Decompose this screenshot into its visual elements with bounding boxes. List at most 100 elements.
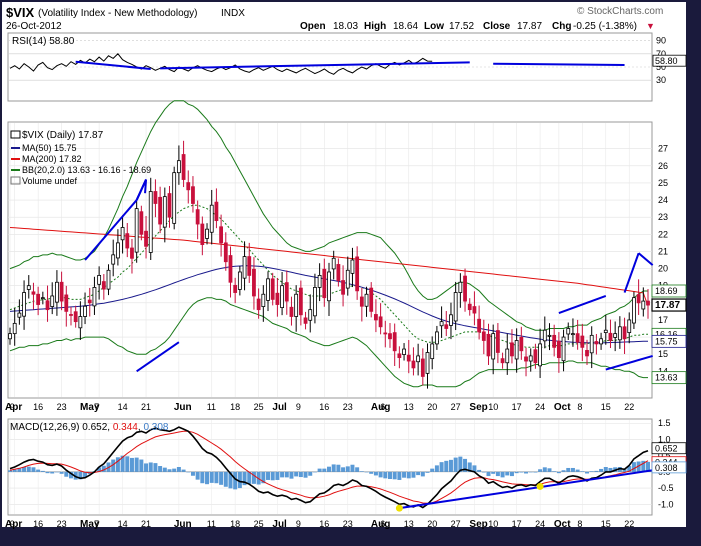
rsi-last-value-box xyxy=(652,54,687,67)
price-tick-label: 26 xyxy=(658,161,668,171)
macd-date-label: 8 xyxy=(577,519,582,529)
price-candle xyxy=(571,333,575,336)
price-date-label: 23 xyxy=(343,402,353,412)
macd-label-signal: 0.344 xyxy=(113,422,138,433)
macd-pivot-dot xyxy=(536,482,544,490)
rsi-tick-label: 70 xyxy=(656,49,666,59)
macd-date-label: 23 xyxy=(343,519,353,529)
macd-histogram-bar xyxy=(514,471,519,474)
macd-right-label: 0.652 xyxy=(655,444,678,454)
macd-histogram-bar xyxy=(533,471,538,473)
price-candle xyxy=(345,269,350,289)
macd-histogram-bar xyxy=(303,471,308,478)
macd-date-label: 17 xyxy=(512,519,522,529)
price-candle xyxy=(289,306,294,317)
rsi-tick-label: 50 xyxy=(656,62,666,72)
macd-histogram-bar xyxy=(233,471,238,490)
macd-histogram-bar xyxy=(26,466,31,472)
price-candle xyxy=(252,268,256,297)
macd-histogram-bar xyxy=(589,471,594,472)
price-candle xyxy=(524,356,528,362)
macd-date-label: Oct xyxy=(554,519,571,530)
macd-histogram-bar xyxy=(111,459,116,472)
high-value: 18.64 xyxy=(393,21,418,32)
macd-histogram-bar xyxy=(622,468,627,472)
macd-histogram-bar xyxy=(31,467,36,472)
price-candle xyxy=(425,352,430,374)
price-candle xyxy=(55,281,59,303)
price-candle xyxy=(383,332,388,335)
macd-tick-label: 0.5 xyxy=(658,451,671,461)
macd-histogram-bar xyxy=(355,467,360,472)
price-date-label: Oct xyxy=(554,402,571,413)
macd-histogram-bar xyxy=(242,471,247,486)
macd-histogram-bar xyxy=(144,463,149,472)
price-candle xyxy=(186,182,191,191)
rsi-trendline xyxy=(75,60,151,70)
macd-histogram-bar xyxy=(369,471,374,474)
macd-histogram-bar xyxy=(205,471,210,485)
price-candle xyxy=(359,296,364,307)
price-tick-label: 22 xyxy=(658,229,668,239)
macd-histogram-bar xyxy=(64,471,69,477)
macd-date-label: 23 xyxy=(57,519,67,529)
price-candle xyxy=(106,269,111,290)
macd-date-label: 11 xyxy=(207,519,216,529)
macd-label-main: MACD(12,26,9) xyxy=(10,422,79,433)
macd-tick-label: -1.0 xyxy=(658,499,674,509)
macd-histogram-bar xyxy=(467,462,472,472)
macd-histogram-bar xyxy=(430,468,435,472)
bb-upper-line xyxy=(9,100,648,331)
price-candle xyxy=(603,329,608,334)
price-date-label: 22 xyxy=(624,402,634,412)
macd-histogram-bar xyxy=(97,467,102,472)
macd-histogram-bar xyxy=(247,471,252,484)
macd-histogram-bar xyxy=(397,471,402,480)
price-right-label-box xyxy=(651,371,687,385)
macd-histogram-bar xyxy=(603,467,608,472)
price-candle xyxy=(472,306,477,314)
macd-histogram-bar xyxy=(373,471,378,476)
price-candle xyxy=(331,257,336,270)
price-candle xyxy=(627,319,632,334)
price-candle xyxy=(148,191,153,253)
macd-tick-label: 1.0 xyxy=(658,434,671,444)
macd-histogram-bar xyxy=(176,467,181,472)
price-candle xyxy=(191,186,195,204)
macd-histogram-bar xyxy=(237,471,242,489)
macd-date-label: 14 xyxy=(118,519,128,529)
chg-value: -0.25 (-1.38%) xyxy=(573,21,637,32)
macd-histogram-bar xyxy=(284,471,289,478)
legend-bb: BB(20,2.0) 13.63 - 16.16 - 18.69 xyxy=(22,165,151,175)
price-candle xyxy=(209,204,214,233)
price-candle xyxy=(411,360,416,369)
price-candle xyxy=(561,336,566,362)
macd-date-label: 27 xyxy=(451,519,461,529)
price-right-label: 13.63 xyxy=(655,373,678,383)
macd-histogram-bar xyxy=(631,462,636,472)
macd-histogram-bar xyxy=(125,456,130,472)
price-candle xyxy=(200,223,205,245)
price-candle xyxy=(538,343,543,367)
price-candle xyxy=(97,275,102,285)
price-candle xyxy=(313,286,317,317)
price-date-label: 7 xyxy=(94,402,99,412)
price-date-label: 9 xyxy=(296,402,301,412)
price-candle xyxy=(430,343,435,360)
price-right-label-box xyxy=(651,284,687,298)
price-date-label: 8 xyxy=(577,402,582,412)
price-date-label: 15 xyxy=(601,402,611,412)
chg-down-arrow-icon: ▼ xyxy=(646,21,655,31)
macd-label-hist: 0.308 xyxy=(143,422,168,433)
macd-date-label: 7 xyxy=(94,519,99,529)
price-date-label: 11 xyxy=(207,402,216,412)
ma200-line xyxy=(9,227,649,307)
macd-histogram-bar xyxy=(495,471,500,477)
macd-histogram-bar xyxy=(538,469,543,472)
price-candle xyxy=(73,311,78,323)
rsi-trendline xyxy=(493,62,625,67)
price-candle xyxy=(294,293,299,317)
macd-histogram-bar xyxy=(162,467,167,472)
price-candle xyxy=(223,242,228,263)
symbol: $VIX xyxy=(6,5,35,20)
